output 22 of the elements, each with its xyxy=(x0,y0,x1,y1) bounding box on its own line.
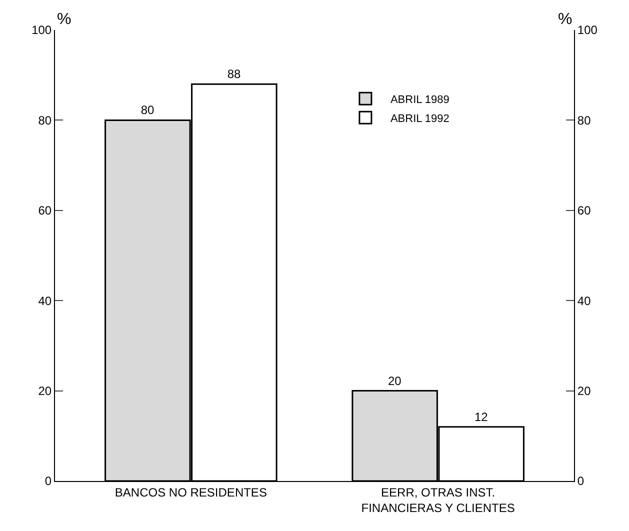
x-tick-label: EERR, OTRAS INST. FINANCIERAS Y CLIENTES xyxy=(361,485,515,515)
y2-axis-title: % xyxy=(558,11,572,28)
legend-label: ABRIL 1989 xyxy=(390,94,450,106)
y2-tick-label: 60 xyxy=(577,204,592,218)
data-label: 80 xyxy=(140,103,155,118)
y-tick-label: 20 xyxy=(38,384,52,398)
x-tick-label: BANCOS NO RESIDENTES xyxy=(114,485,267,500)
y-tick-label: 60 xyxy=(38,204,52,218)
y2-tick-label: 100 xyxy=(577,23,598,38)
data-label: 20 xyxy=(388,374,402,388)
y-axis-title: % xyxy=(57,11,72,28)
data-label: 88 xyxy=(227,67,242,82)
legend-label: ABRIL 1992 xyxy=(390,112,450,125)
y-tick-label: 100 xyxy=(32,23,52,38)
y2-tick-label: 80 xyxy=(577,113,592,128)
data-label: 12 xyxy=(474,410,488,424)
y2-tick-label: 0 xyxy=(577,474,584,488)
y-tick-label: 0 xyxy=(44,474,52,488)
y2-tick-label: 40 xyxy=(577,294,592,308)
y-tick-label: 40 xyxy=(38,294,52,308)
y-tick-label: 80 xyxy=(38,113,52,128)
y2-tick-label: 20 xyxy=(577,384,592,398)
